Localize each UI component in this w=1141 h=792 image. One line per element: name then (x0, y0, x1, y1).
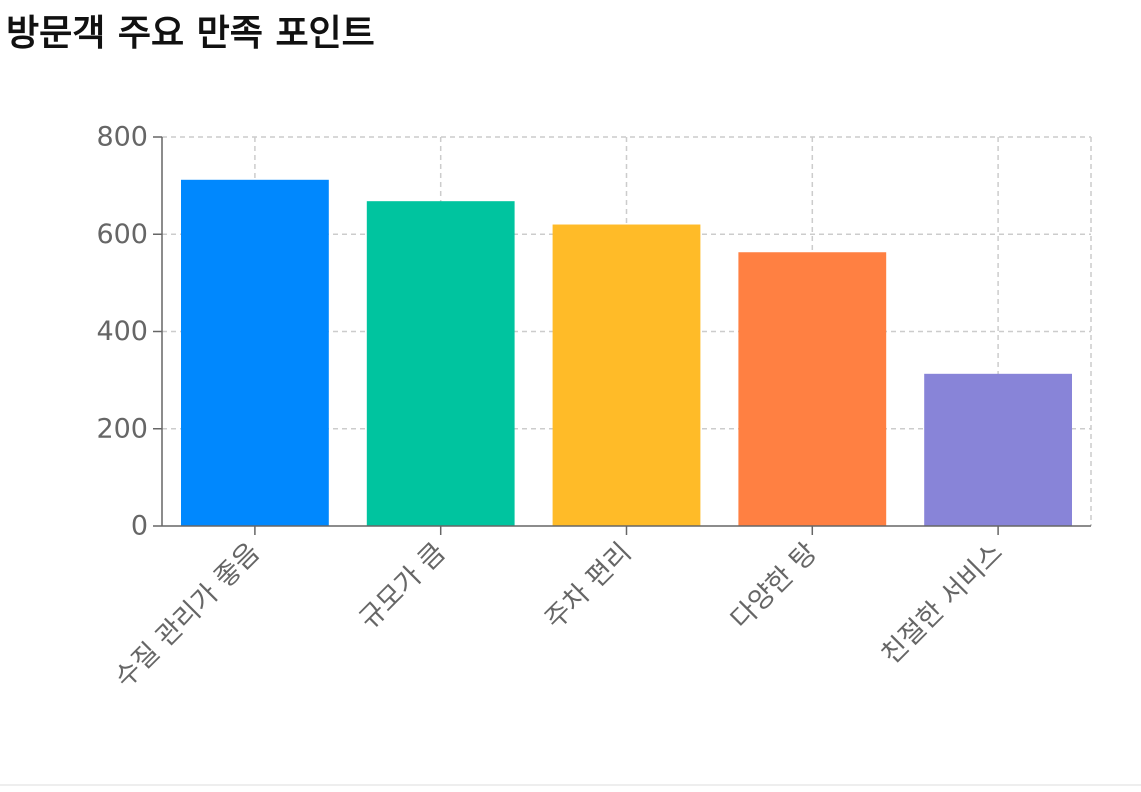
bar (924, 373, 1072, 526)
y-tick-label: 600 (96, 219, 148, 250)
y-tick-label: 400 (96, 316, 148, 347)
x-tick-label: 친절한 서비스 (876, 537, 1009, 670)
x-tick-label: 다양한 탕 (725, 537, 823, 635)
y-tick-label: 0 (131, 511, 148, 542)
x-tick-label: 규모가 큼 (353, 537, 451, 635)
bar (738, 252, 887, 526)
bar (366, 201, 515, 526)
y-tick-label: 200 (96, 413, 148, 444)
bar (181, 179, 329, 527)
divider (0, 784, 1141, 786)
x-tick-label: 수질 관리가 좋음 (109, 537, 266, 694)
chart-bars (181, 179, 1072, 527)
page-title: 방문객 주요 만족 포인트 (6, 13, 375, 54)
x-tick-label: 주차 편리 (539, 537, 637, 635)
y-tick-label: 800 (96, 122, 148, 153)
bar (552, 224, 701, 526)
